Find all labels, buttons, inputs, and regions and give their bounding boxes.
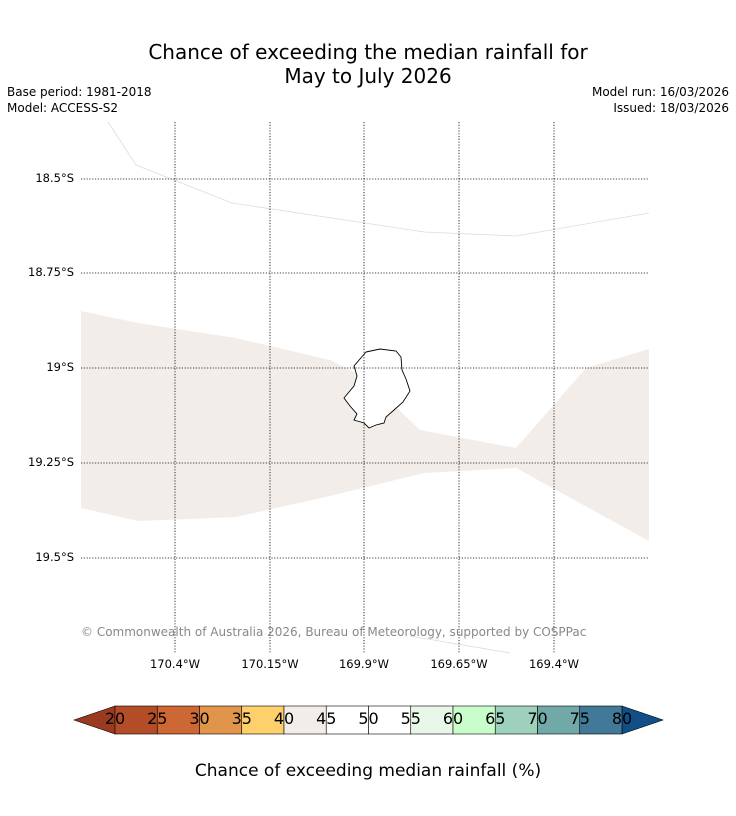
- colorbar-tick-40: 40: [273, 709, 295, 728]
- lat-label-19s: 19°S: [46, 360, 74, 374]
- lat-label-18-75s: 18.75°S: [28, 265, 74, 279]
- lat-label-18-5s: 18.5°S: [35, 171, 74, 185]
- colorbar-tick-35: 35: [231, 709, 252, 728]
- niue-island: [343, 348, 411, 429]
- lat-label-19-5s: 19.5°S: [35, 550, 74, 564]
- lon-label-169-4w: 169.4°W: [528, 657, 580, 671]
- colorbar-segment-45-50: [325, 705, 369, 735]
- colorbar-segment-25-30: [156, 705, 200, 735]
- colorbar-tick-65: 65: [485, 709, 506, 728]
- lon-label-170-15w: 170.15°W: [241, 657, 299, 671]
- colorbar-tick-75: 75: [569, 709, 590, 728]
- longitude-gridlines: [174, 122, 555, 653]
- colorbar-tick-25: 25: [147, 709, 168, 728]
- colorbar-tick-45: 45: [316, 709, 337, 728]
- colorbar-segment-35-40: [241, 705, 285, 735]
- model-run-label: Model run: 16/03/2026: [591, 85, 729, 99]
- colorbar-tick-30: 30: [189, 709, 210, 728]
- colorbar-tick-50: 50: [358, 709, 379, 728]
- colorbar-segment-75-80: [579, 705, 623, 735]
- colorbar-segment-70-75: [537, 705, 581, 735]
- colorbar-segment-20-25: [114, 705, 158, 735]
- colorbar-segment-50-55: [368, 705, 412, 735]
- model-label: Model: ACCESS-S2: [7, 101, 119, 115]
- colorbar-title: Chance of exceeding median rainfall (%): [194, 761, 542, 781]
- colorbar-segment-40-45: [283, 705, 327, 735]
- colorbar-tick-80: 80: [611, 709, 633, 728]
- map-title-line-2: May to July 2026: [284, 64, 452, 88]
- colorbar-segment-30-35: [199, 705, 243, 735]
- colorbar-tick-70: 70: [527, 709, 548, 728]
- base-period-label: Base period: 1981-2018: [7, 85, 152, 99]
- lon-label-170-4w: 170.4°W: [149, 657, 201, 671]
- colorbar-tick-20: 20: [104, 709, 126, 728]
- colorbar-segment-60-65: [452, 705, 496, 735]
- colorbar-tick-60: 60: [442, 709, 464, 728]
- probability-band-40-45: [81, 311, 649, 541]
- lon-label-169-65w: 169.65°W: [430, 657, 488, 671]
- lower-contour-line: [409, 635, 511, 654]
- colorbar-tick-55: 55: [400, 709, 421, 728]
- issued-label: Issued: 18/03/2026: [613, 101, 729, 115]
- lon-label-169-9w: 169.9°W: [338, 657, 390, 671]
- upper-contour-line: [107, 121, 650, 237]
- copyright-notice: © Commonwealth of Australia 2026, Bureau…: [81, 625, 587, 639]
- lat-label-19-25s: 19.25°S: [28, 455, 74, 469]
- colorbar: [73, 705, 664, 735]
- map-title-line-1: Chance of exceeding the median rainfall …: [148, 40, 588, 64]
